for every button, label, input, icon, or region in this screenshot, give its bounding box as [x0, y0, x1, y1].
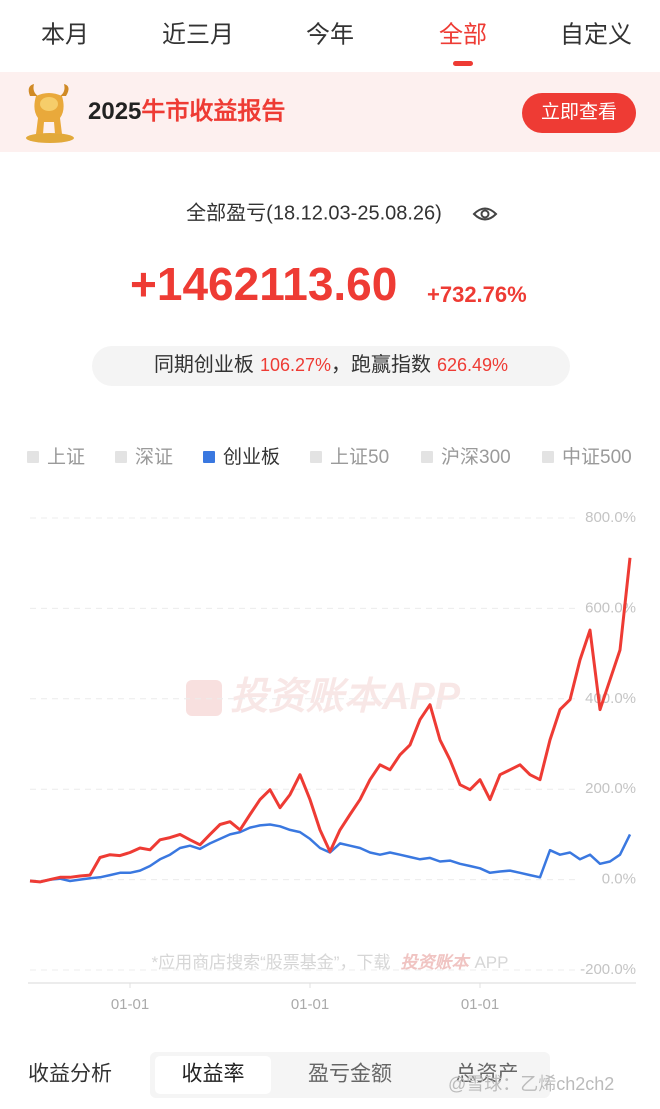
banner-text: 牛市收益报告 [141, 97, 285, 125]
banner-title: 2025牛市收益报告 [88, 97, 285, 125]
x-tick-label: 01-01 [111, 996, 149, 1013]
y-tick-label: 400.0% [585, 690, 636, 707]
banner-button[interactable] [522, 93, 636, 133]
top-tab[interactable]: 自定义 [560, 21, 632, 48]
legend-label[interactable]: 深证 [135, 446, 173, 468]
top-tab[interactable]: 本月 [41, 21, 89, 48]
y-tick-label: 200.0% [585, 780, 636, 797]
compare-index-rate: 106.27% [260, 355, 331, 375]
bull-icon [26, 84, 74, 143]
top-tab[interactable]: 近三月 [162, 21, 234, 48]
bottom-tab[interactable]: 盈亏金额 [308, 1063, 392, 1086]
banner-year: 2025 [88, 98, 141, 125]
legend-swatch[interactable] [421, 451, 433, 463]
watermark-user: @雪球：乙烯ch2ch2 [448, 1074, 614, 1094]
footer-note-text: *应用商店搜索“股票基金”，下载 [152, 953, 391, 972]
legend-swatch[interactable] [542, 451, 554, 463]
footer-note-suffix: APP [474, 953, 508, 972]
compare-prefix: 同期创业板 [154, 353, 254, 376]
compare-excess: 626.49% [437, 355, 508, 375]
summary-rate: +732.76% [427, 282, 527, 307]
top-tab[interactable]: 今年 [306, 21, 354, 48]
bottom-tab-active [155, 1056, 271, 1094]
legend-label[interactable]: 上证50 [330, 446, 389, 468]
legend-swatch[interactable] [115, 451, 127, 463]
bottom-tab[interactable]: 总资产 [456, 1063, 519, 1086]
summary-amount: +1462113.60 [130, 258, 397, 310]
compare-mid: ，跑赢指数 [331, 353, 431, 376]
compare-pill [92, 346, 570, 386]
footer-note-brand: 投资账本 [400, 953, 471, 972]
x-tick-label: 01-01 [461, 996, 499, 1013]
y-tick-label: -200.0% [580, 961, 636, 978]
return-line [29, 557, 632, 884]
legend-label[interactable]: 中证500 [562, 446, 632, 468]
chart-watermark: 投资账本APP [186, 676, 461, 718]
top-tab[interactable]: 全部 [439, 21, 487, 48]
legend-label[interactable]: 创业板 [223, 446, 280, 468]
eye-icon[interactable] [472, 207, 498, 221]
legend-label[interactable]: 沪深300 [441, 446, 511, 468]
watermark-text: 投资账本APP [230, 676, 461, 718]
bottom-tab[interactable]: 收益率 [182, 1063, 245, 1086]
legend-swatch[interactable] [203, 451, 215, 463]
y-tick-label: 800.0% [585, 509, 636, 526]
index-line [29, 823, 632, 884]
bottom-tabs: 收益率 盈亏金额 总资产 [155, 1056, 519, 1094]
legend-label[interactable]: 上证 [47, 446, 85, 468]
x-tick-label: 01-01 [291, 996, 329, 1013]
section-title: 收益分析 [28, 1063, 112, 1086]
y-tick-label: 0.0% [602, 871, 636, 888]
footer-note: *应用商店搜索“股票基金”，下载 投资账本 APP [152, 953, 509, 972]
y-tick-label: 600.0% [585, 599, 636, 616]
legend-swatch[interactable] [310, 451, 322, 463]
legend-swatch[interactable] [27, 451, 39, 463]
compare-line: 同期创业板 106.27%，跑赢指数 626.49% [154, 353, 508, 376]
banner-button-label[interactable]: 立即查看 [541, 101, 617, 123]
top-tab-underline [453, 61, 473, 66]
summary-label: 全部盈亏(18.12.03-25.08.26) [186, 201, 442, 224]
